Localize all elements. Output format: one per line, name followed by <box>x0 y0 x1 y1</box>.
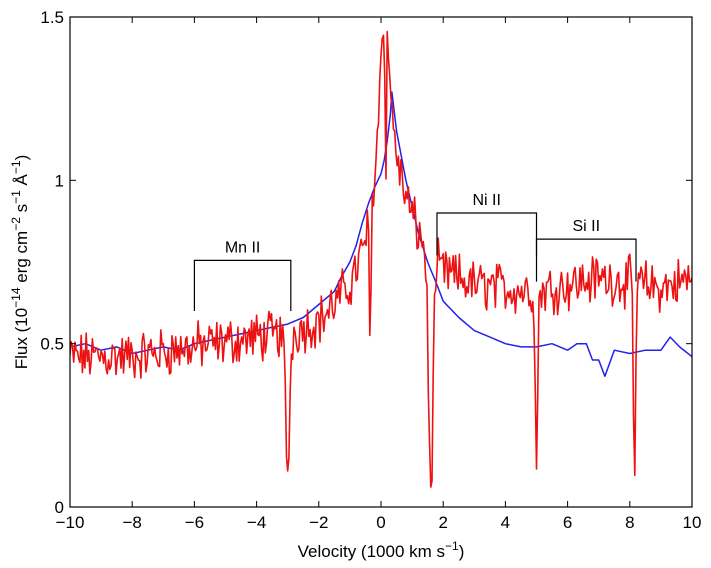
x-tick-label: 8 <box>625 513 634 532</box>
x-tick-label: 6 <box>563 513 572 532</box>
x-tick-labels: −10 −8 −6 −4 −2 0 2 4 6 8 10 <box>56 513 702 532</box>
ion-bracket <box>436 212 538 256</box>
observed-series-line <box>70 30 692 488</box>
x-tick-label: −6 <box>185 513 204 532</box>
ion-bracket <box>193 259 292 311</box>
x-tick-label: 0 <box>376 513 385 532</box>
y-axis-label: Flux (10−14 erg cm−2 s−1 Å−1) <box>9 155 31 370</box>
y-label-text: Flux (10 <box>12 308 31 369</box>
ion-bracket <box>535 238 637 282</box>
x-tick-label: −4 <box>247 513 266 532</box>
plot-frame <box>69 16 693 508</box>
y-label-text: s <box>12 204 31 217</box>
y-label-text: ) <box>12 155 31 161</box>
x-tick-label: −10 <box>56 513 85 532</box>
plot-area <box>70 17 692 507</box>
y-tick-label: 0.5 <box>40 335 64 354</box>
ion-label: Mn II <box>225 239 261 256</box>
y-label-text: Å <box>12 173 31 190</box>
y-tick-label: 0 <box>55 498 64 517</box>
x-tick-label: 4 <box>501 513 510 532</box>
y-label-superscript: −2 <box>9 217 23 231</box>
y-label-superscript: −14 <box>9 287 23 308</box>
y-tick-label: 1.5 <box>40 8 64 27</box>
ion-label: Ni II <box>473 192 501 209</box>
ion-label: Si II <box>572 218 600 235</box>
x-axis-label: Velocity (1000 km s−1) <box>298 539 465 561</box>
y-label-text: erg cm <box>12 231 31 288</box>
x-tick-label: −2 <box>309 513 328 532</box>
y-tick-labels: 0 0.5 1 1.5 <box>40 8 64 517</box>
y-label-superscript: −1 <box>9 160 23 174</box>
annotation-layer: Mn II Ni II Si II <box>193 192 637 311</box>
y-label-superscript: −1 <box>9 190 23 204</box>
x-tick-label: −8 <box>123 513 142 532</box>
x-tick-label: 2 <box>438 513 447 532</box>
y-tick-label: 1 <box>55 171 64 190</box>
series-layer <box>70 30 692 488</box>
x-tick-label: 10 <box>683 513 702 532</box>
